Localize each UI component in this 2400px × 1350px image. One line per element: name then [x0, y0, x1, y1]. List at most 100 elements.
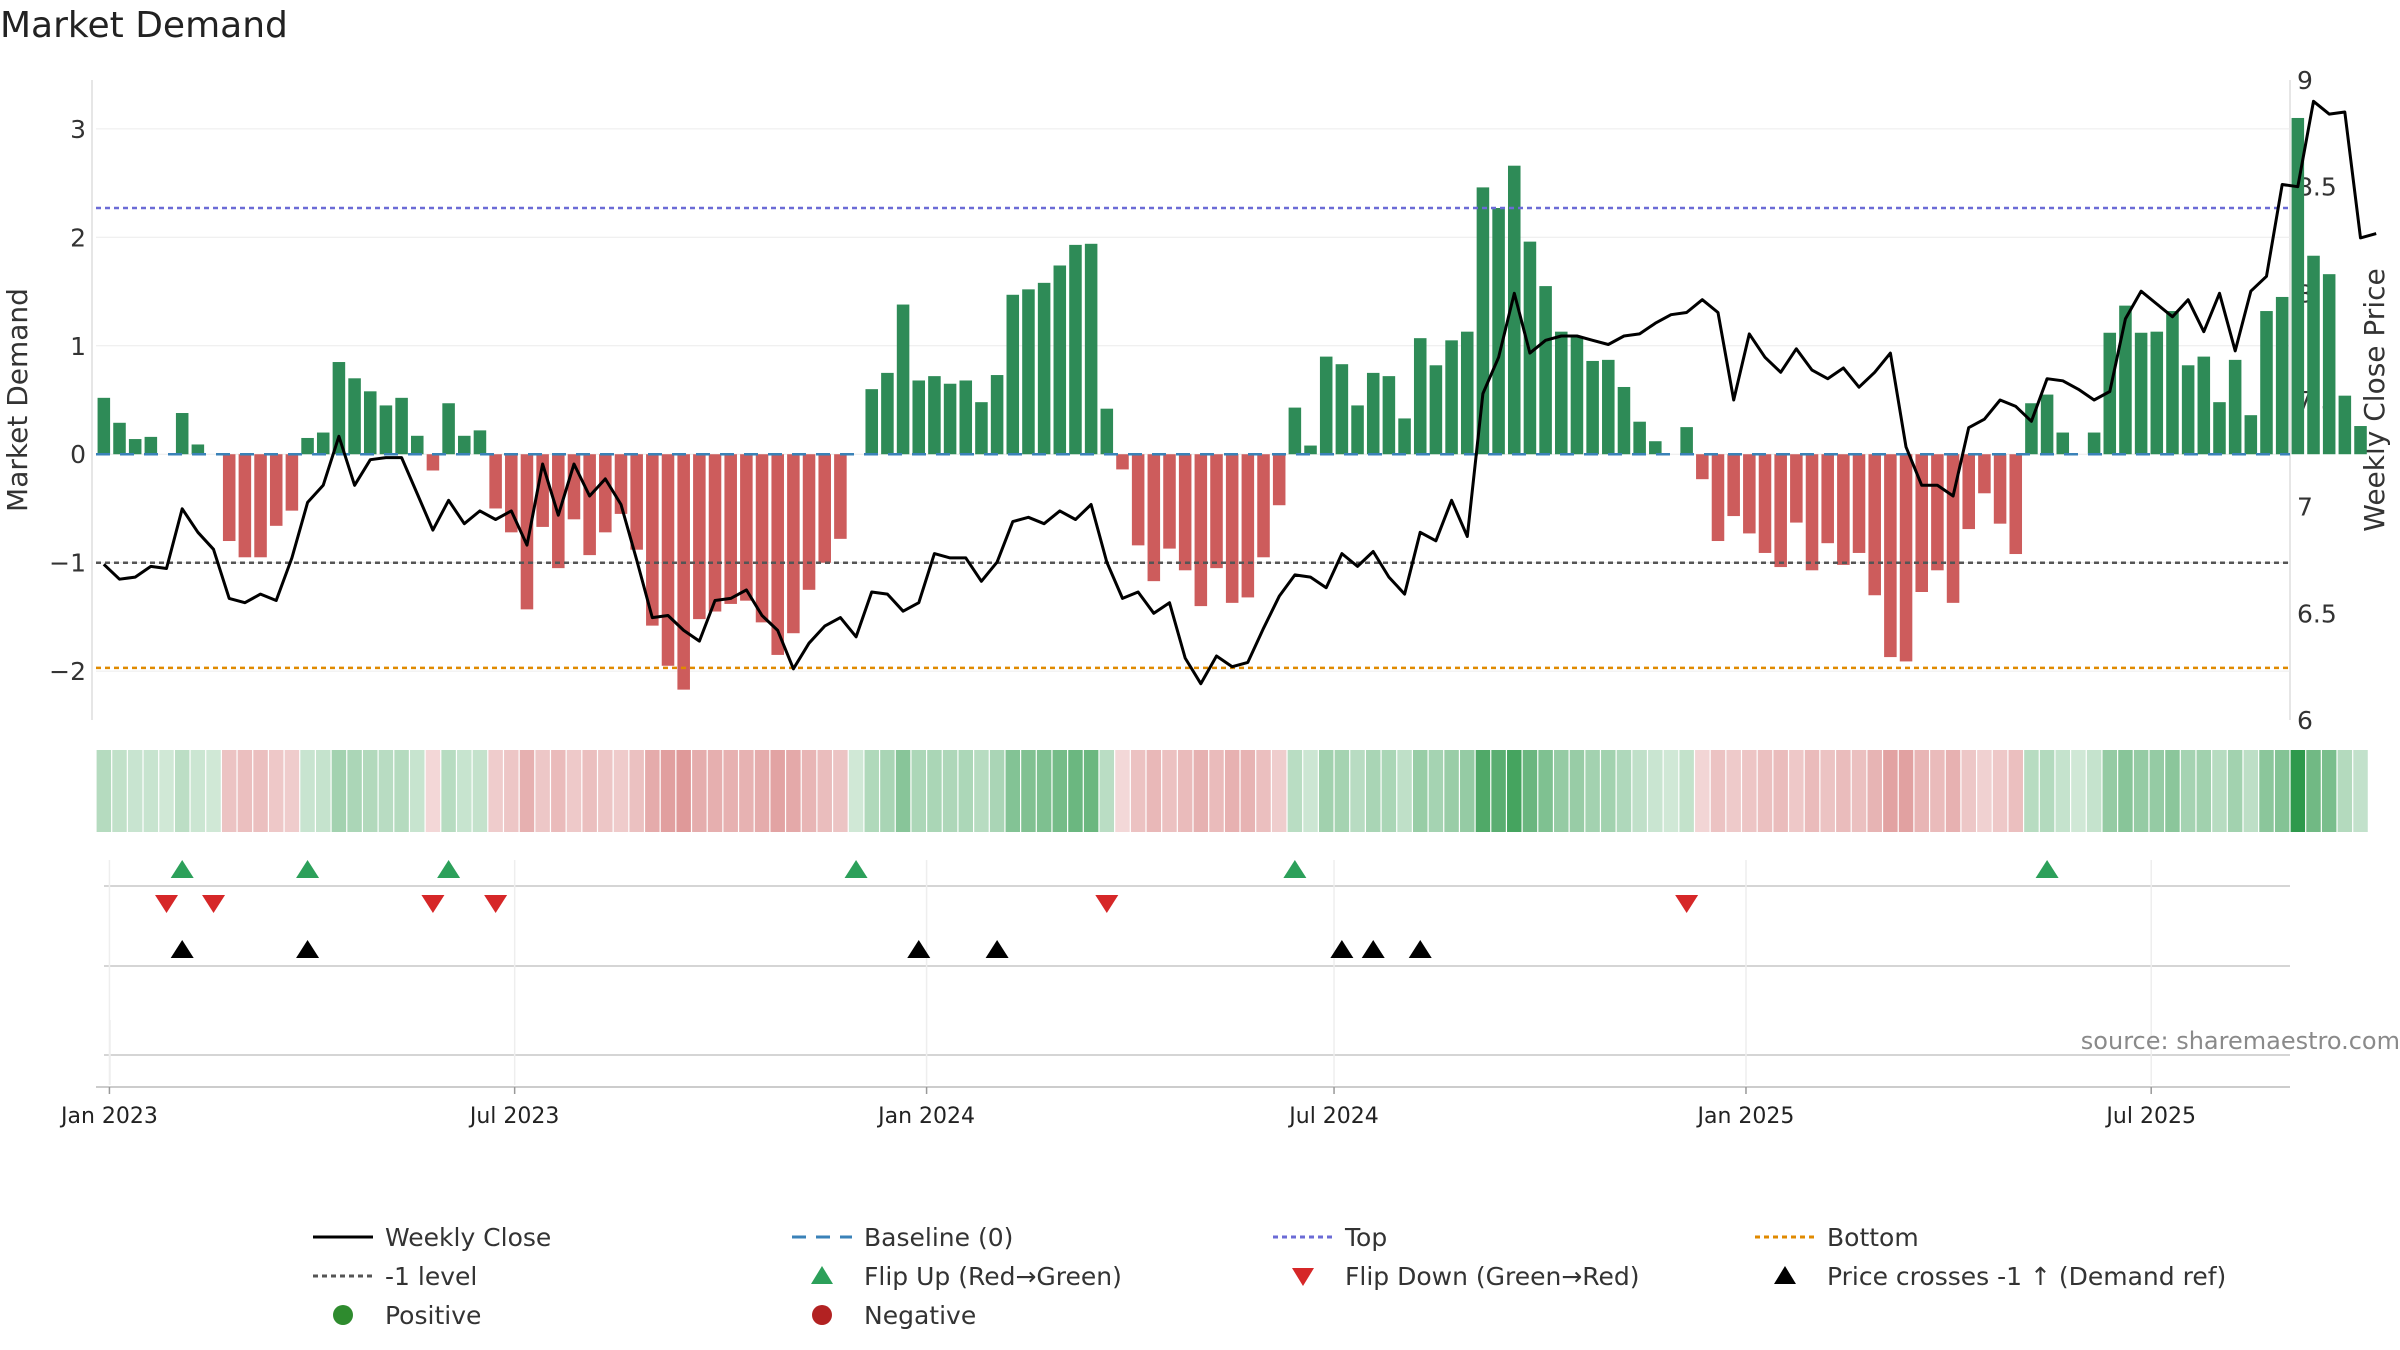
demand-bar: [473, 430, 487, 455]
heat-cell: [1914, 750, 1929, 832]
demand-bar: [1210, 454, 1223, 569]
demand-bar: [1696, 454, 1709, 480]
heat-cell: [425, 750, 441, 832]
heat-cell: [1413, 750, 1428, 832]
heat-cell: [660, 750, 676, 832]
demand-bar: [520, 454, 534, 610]
heat-cell: [1616, 750, 1632, 832]
heat-cell: [1287, 750, 1303, 832]
demand-bar: [1257, 454, 1270, 558]
heat-cell: [2259, 750, 2274, 832]
heat-cell: [1977, 750, 1992, 832]
demand-bar: [771, 454, 784, 655]
demand-bar: [865, 389, 879, 455]
demand-bar: [238, 454, 252, 558]
demand-bar: [1931, 454, 1944, 571]
heat-cell: [2180, 750, 2196, 832]
heat-cell: [1992, 750, 2008, 832]
y-left-tick-label: −2: [49, 657, 86, 686]
price-cross-marker: [296, 940, 320, 958]
heat-cell: [1381, 750, 1397, 832]
heat-cell: [316, 750, 331, 832]
heat-cell: [1036, 750, 1052, 832]
legend-label: Flip Up (Red→Green): [864, 1262, 1122, 1291]
demand-bar: [2322, 274, 2336, 455]
heat-cell: [159, 750, 174, 832]
demand-bar: [1962, 454, 1976, 530]
heat-cell: [989, 750, 1005, 832]
heat-cell: [2227, 750, 2243, 832]
demand-bar: [2275, 296, 2289, 455]
heat-cell: [880, 750, 895, 832]
legend-label: Price crosses -1 ↑ (Demand ref): [1827, 1262, 2226, 1291]
demand-bar: [1163, 454, 1176, 549]
legend-label: Negative: [864, 1301, 976, 1330]
heat-cell: [1193, 750, 1209, 832]
heat-cell: [2071, 750, 2086, 832]
demand-bar: [458, 435, 471, 455]
heat-cell: [1115, 750, 1130, 832]
heat-cell: [2274, 750, 2290, 832]
demand-bar: [1335, 364, 1349, 455]
heat-cell: [942, 750, 958, 832]
demand-bar: [1037, 282, 1051, 455]
demand-bar: [1758, 454, 1772, 553]
heat-cell: [1256, 750, 1271, 832]
demand-bar: [316, 432, 330, 455]
demand-bar: [599, 454, 612, 533]
demand-bar: [1946, 454, 1960, 603]
demand-bar: [1413, 338, 1427, 455]
demand-bar: [348, 378, 361, 455]
demand-bar: [1915, 454, 1928, 592]
demand-bar: [379, 405, 393, 455]
y-left-tick-label: 2: [70, 223, 86, 252]
demand-bar: [1774, 454, 1787, 568]
demand-bar: [1304, 445, 1317, 455]
heat-cell: [519, 750, 535, 832]
price-cross-marker: [170, 940, 194, 958]
heat-cell: [363, 750, 378, 832]
heat-cell: [127, 750, 143, 832]
demand-bar: [1852, 454, 1866, 553]
heat-cell: [1130, 750, 1146, 832]
demand-bar: [1460, 331, 1474, 455]
heat-cell: [1632, 750, 1647, 832]
flip-up-marker: [437, 860, 461, 878]
demand-bar: [144, 436, 158, 455]
y-right-tick-label: 6.5: [2297, 599, 2337, 628]
demand-bar: [2213, 402, 2226, 455]
heat-cell: [253, 750, 268, 832]
heat-cell: [1005, 750, 1021, 832]
legend-item: Positive: [333, 1301, 481, 1330]
heat-cell: [958, 750, 973, 832]
demand-bar: [175, 413, 189, 455]
demand-bar: [332, 362, 346, 455]
heat-cell: [1851, 750, 1867, 832]
price-cross-marker: [1408, 940, 1432, 958]
legend-swatch: [812, 1305, 832, 1325]
demand-bar: [1319, 356, 1333, 455]
x-tick-label: Jul 2024: [1287, 1104, 1379, 1129]
demand-bar: [1492, 208, 1505, 455]
heat-cell: [237, 750, 253, 832]
heat-cell: [1804, 750, 1820, 832]
demand-bar: [1978, 454, 1991, 494]
heat-cell: [2149, 750, 2165, 832]
demand-bar: [693, 454, 706, 620]
demand-bar: [1617, 386, 1631, 455]
heat-cell: [1648, 750, 1663, 832]
heat-cell: [2290, 750, 2306, 832]
heat-cell: [504, 750, 519, 832]
demand-bar: [1711, 454, 1725, 542]
demand-bar: [1868, 454, 1881, 596]
demand-bar: [2150, 331, 2164, 455]
demand-bar: [1225, 454, 1239, 603]
heat-cell: [1742, 750, 1757, 832]
demand-bar: [818, 454, 831, 563]
demand-bar: [2260, 311, 2273, 455]
heat-cell: [378, 750, 394, 832]
heat-cell: [2118, 750, 2133, 832]
demand-bar: [1837, 454, 1850, 565]
heat-cell: [2039, 750, 2055, 832]
